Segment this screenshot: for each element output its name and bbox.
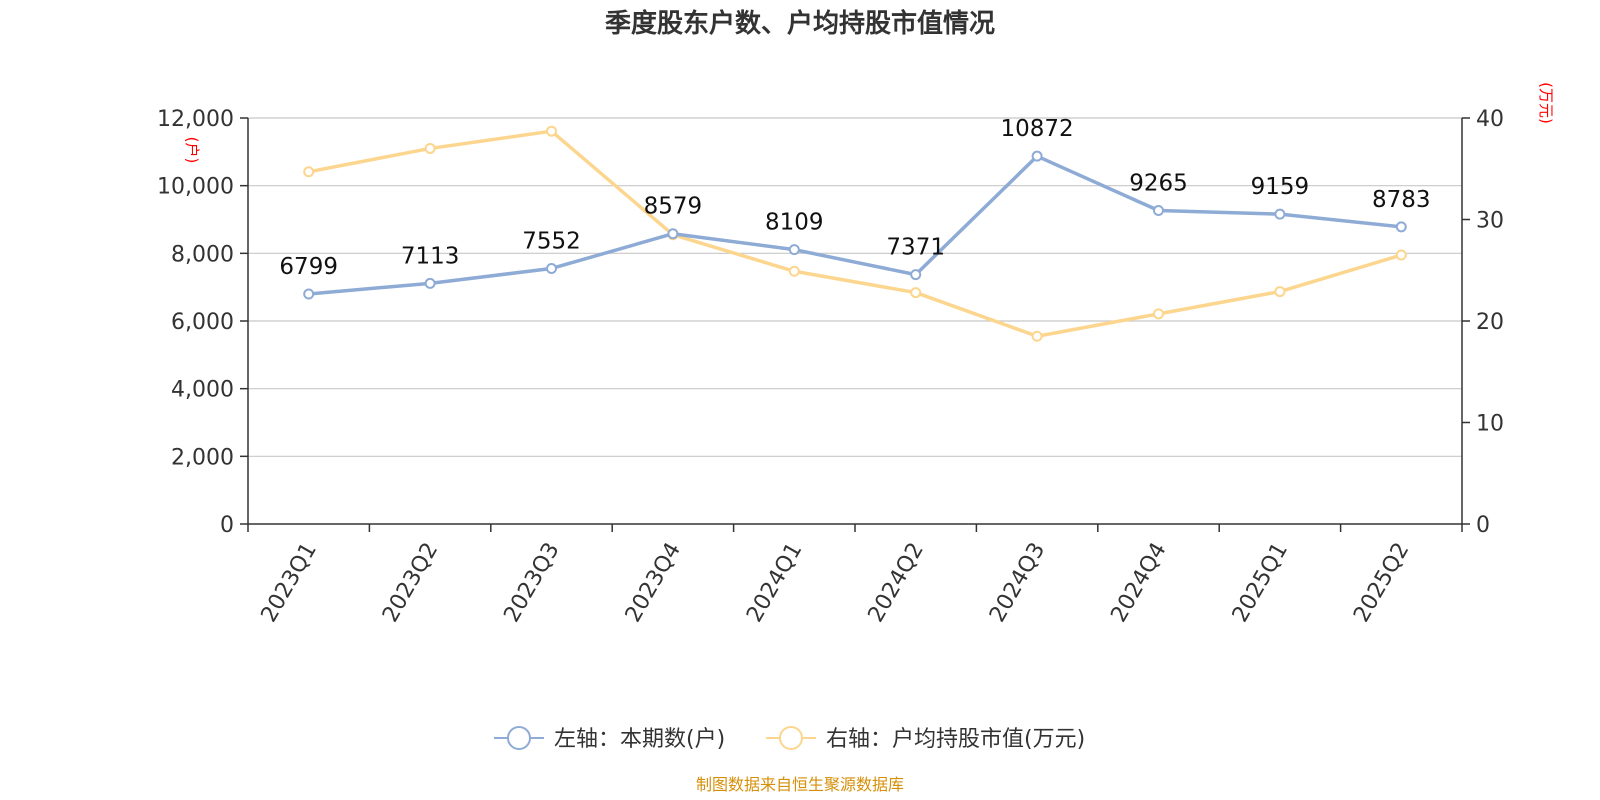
grid-lines xyxy=(248,117,1462,457)
series-point xyxy=(1395,221,1407,233)
x-tick-label: 2023Q4 xyxy=(621,539,686,627)
right-tick-label: 40 xyxy=(1476,107,1504,132)
series-point xyxy=(1153,205,1164,217)
left-axis-unit: (户) xyxy=(183,137,201,164)
left-tick-label: 2,000 xyxy=(171,445,234,470)
source-note: 制图数据来自恒生聚源数据库 xyxy=(696,775,904,794)
series-point xyxy=(788,265,800,277)
right-y-axis: 0 10 20 30 40 xyxy=(1462,107,1504,538)
left-tick-label: 0 xyxy=(220,513,234,538)
series-line xyxy=(308,154,1402,296)
right-tick-label: 10 xyxy=(1476,412,1504,437)
data-label: 7552 xyxy=(522,228,581,254)
data-label: 8109 xyxy=(765,210,824,236)
series-point xyxy=(546,262,557,274)
x-tick-label: 2024Q3 xyxy=(985,539,1050,627)
x-tick-label: 2025Q2 xyxy=(1349,539,1414,627)
series-point xyxy=(1274,208,1286,220)
series-point xyxy=(910,287,922,299)
legend-label: 左轴：本期数(户) xyxy=(554,727,725,752)
right-tick-label: 20 xyxy=(1476,310,1504,335)
data-label: 6799 xyxy=(279,254,338,280)
x-tick-label: 2024Q1 xyxy=(742,539,807,627)
series-point xyxy=(424,142,436,154)
left-tick-label: 10,000 xyxy=(157,175,234,200)
data-label: 9265 xyxy=(1129,171,1188,197)
legend: 左轴：本期数(户) 右轴：户均持股市值(万元) xyxy=(494,726,1085,752)
legend-label: 右轴：户均持股市值(万元) xyxy=(826,727,1085,752)
left-tick-label: 8,000 xyxy=(171,242,234,267)
axis-units: (户) (万元) xyxy=(183,82,1555,163)
x-tick-label: 2023Q2 xyxy=(378,539,443,627)
data-label: 8783 xyxy=(1372,187,1431,213)
right-tick-label: 0 xyxy=(1476,513,1490,538)
series-point xyxy=(667,228,679,240)
data-label: 10872 xyxy=(1001,116,1074,142)
series-layer xyxy=(303,125,1407,342)
series-point xyxy=(1031,330,1043,342)
data-label: 9159 xyxy=(1251,174,1310,200)
chart-title: 季度股东户数、户均持股市值情况 xyxy=(605,8,995,39)
series-point xyxy=(910,269,922,281)
series-point xyxy=(788,244,800,256)
right-axis-unit: (万元) xyxy=(1537,82,1555,124)
series-point xyxy=(546,125,557,137)
legend-marker xyxy=(779,726,803,750)
left-tick-label: 12,000 xyxy=(157,107,234,132)
series-point xyxy=(1031,150,1043,162)
series-line xyxy=(308,129,1402,338)
series-point xyxy=(303,166,315,178)
data-label: 7113 xyxy=(401,243,460,269)
series-point xyxy=(1274,286,1286,298)
left-tick-label: 6,000 xyxy=(171,310,234,335)
data-labels: 6799 7113 7552 8579 8109 7371 10872 9265 9159 878… xyxy=(279,116,1430,280)
x-tick-label: 2025Q1 xyxy=(1228,539,1293,627)
left-tick-label: 4,000 xyxy=(171,378,234,403)
x-tick-label: 2023Q3 xyxy=(499,539,564,627)
data-label: 7371 xyxy=(886,235,945,261)
series-point xyxy=(424,277,436,289)
series-point xyxy=(303,288,315,300)
legend-marker xyxy=(507,726,531,750)
x-tick-label: 2024Q4 xyxy=(1106,539,1171,627)
data-label: 8579 xyxy=(644,194,703,220)
series-point xyxy=(1153,308,1164,320)
x-tick-label: 2023Q1 xyxy=(257,539,322,627)
x-tick-label: 2024Q2 xyxy=(864,539,929,627)
left-y-axis: 0 2,000 4,000 6,000 8,000 10,000 12,000 xyxy=(157,107,248,538)
x-axis: 2023Q1 2023Q2 2023Q3 2023Q4 2024Q1 2024Q2 2024… xyxy=(247,524,1463,627)
series-point xyxy=(1395,249,1407,261)
right-tick-label: 30 xyxy=(1476,209,1504,234)
